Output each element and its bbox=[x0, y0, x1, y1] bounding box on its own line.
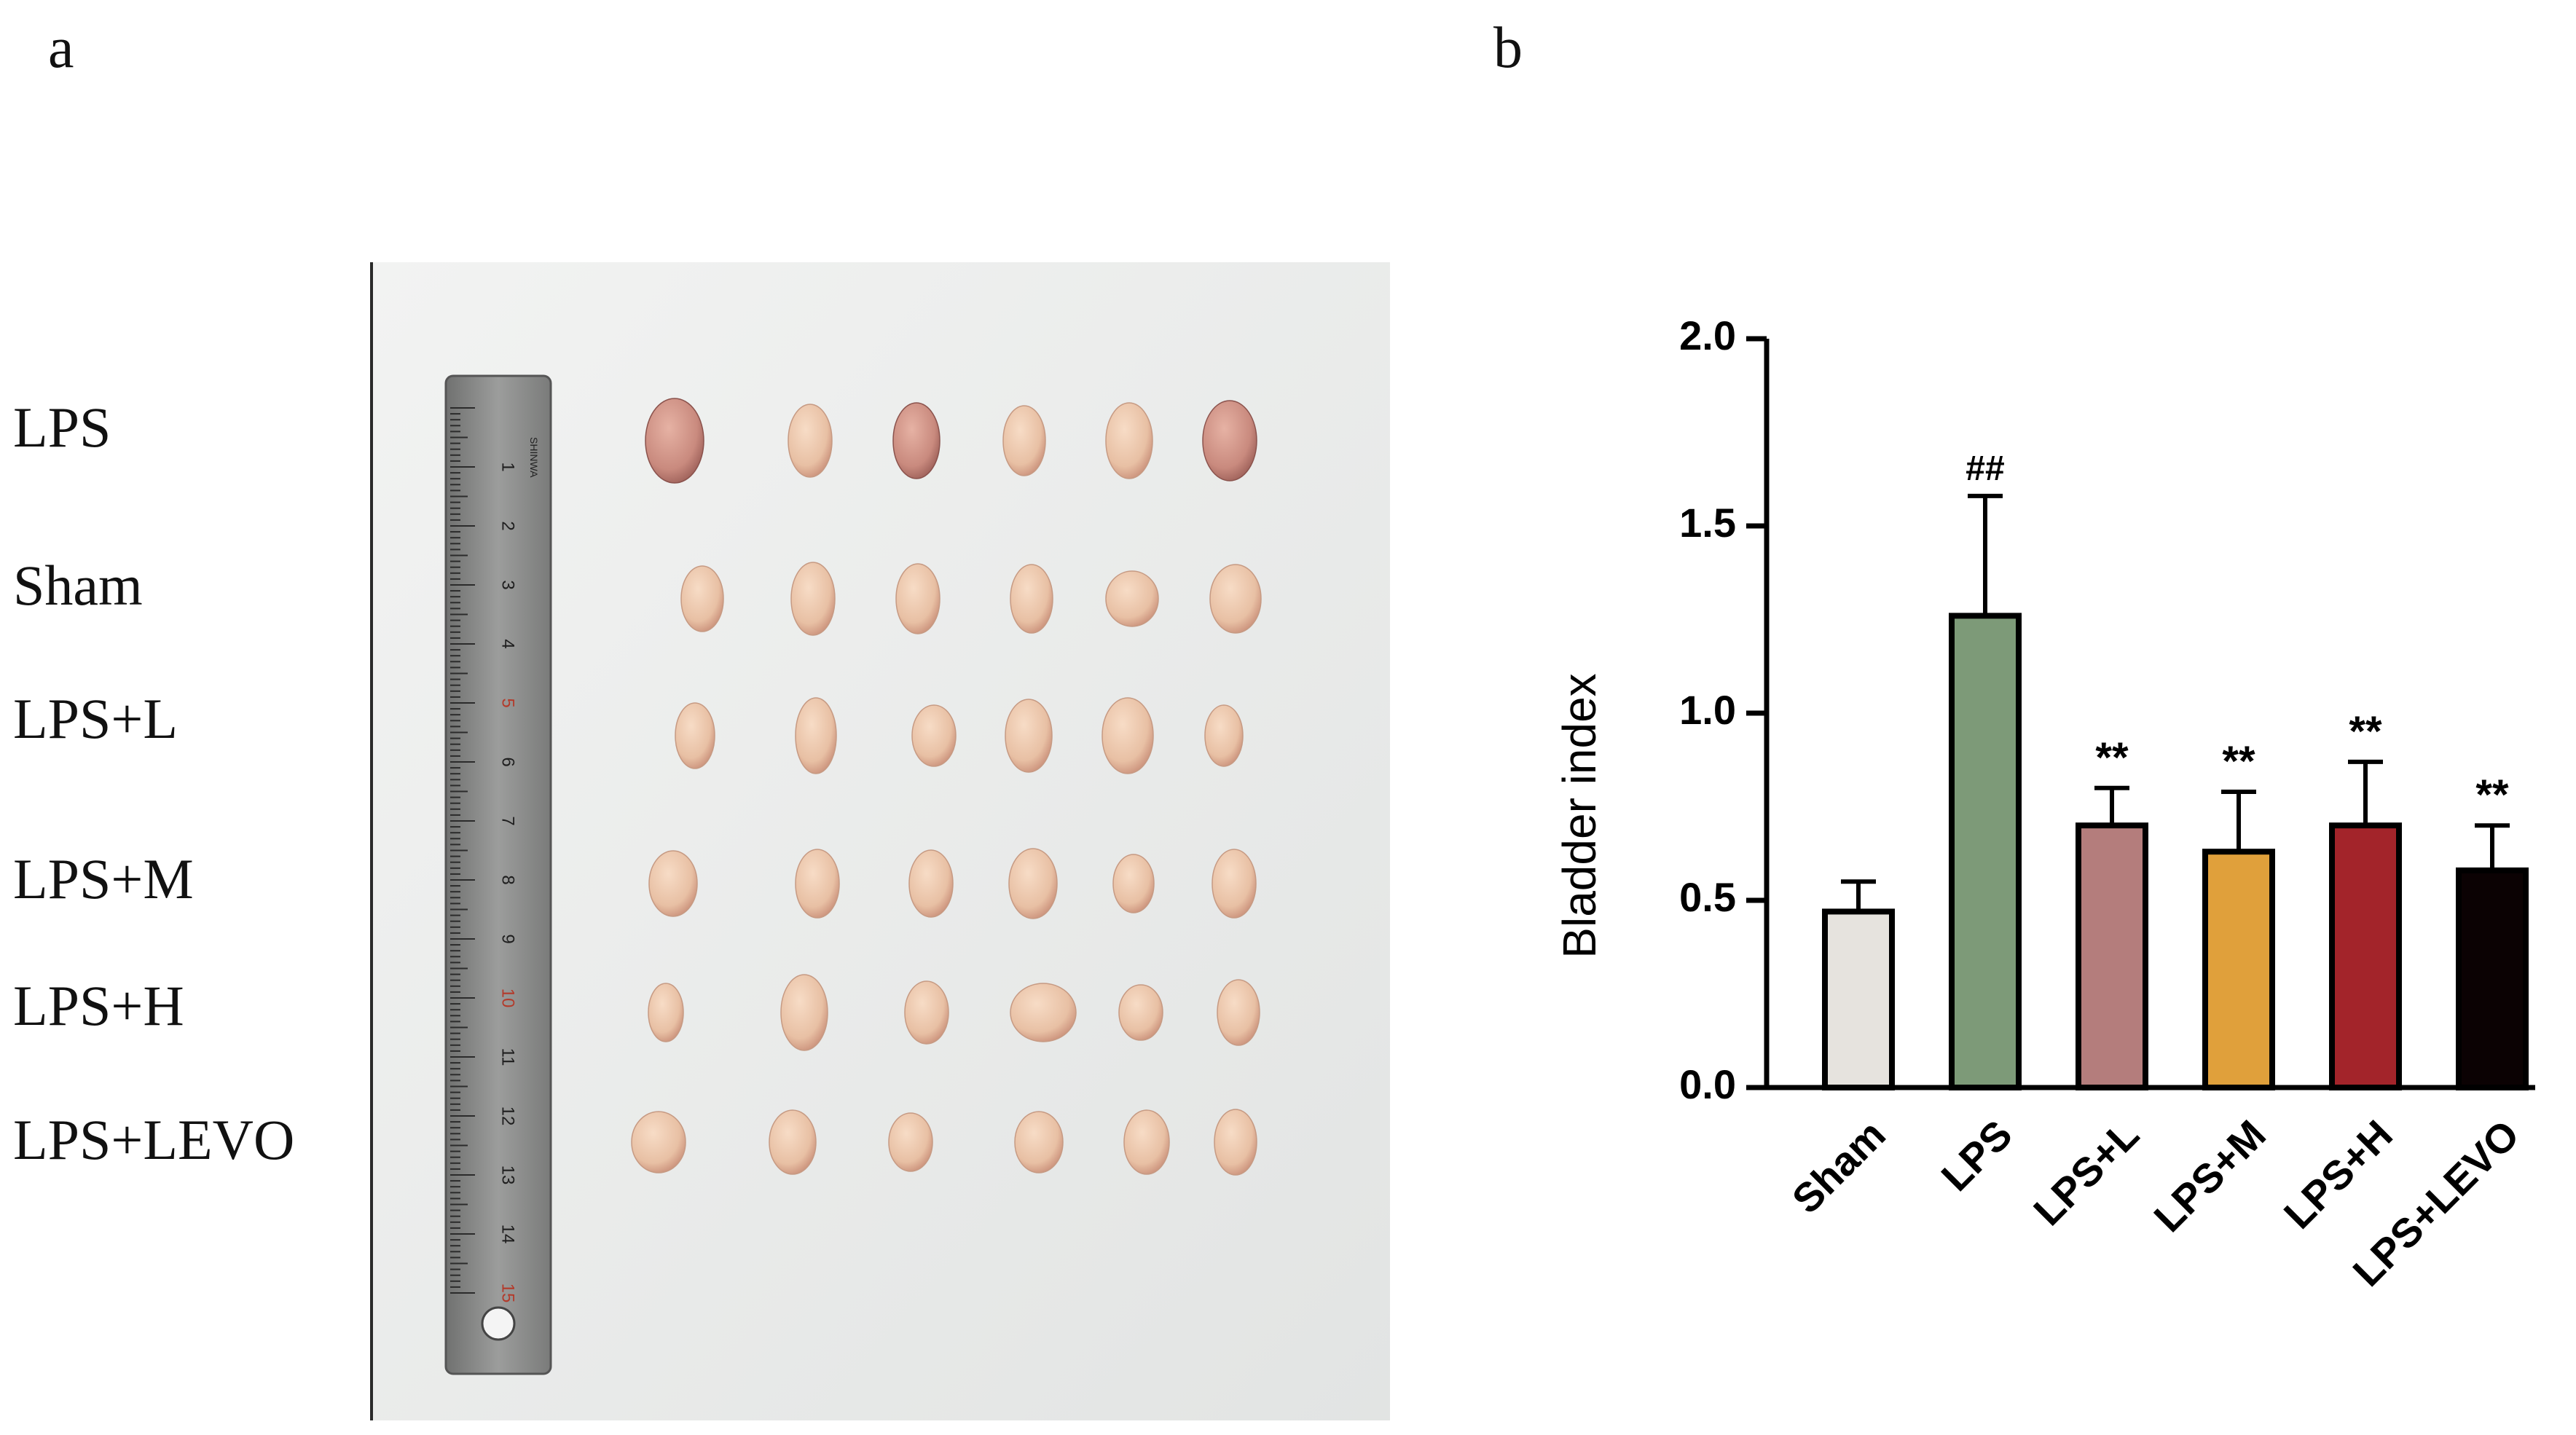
x-tick-label: LPS bbox=[1932, 1111, 2021, 1200]
ruler-number: 3 bbox=[498, 580, 518, 589]
bladder-specimen bbox=[1202, 400, 1257, 481]
bladder-specimen bbox=[1102, 697, 1154, 774]
ruler-number: 6 bbox=[498, 757, 518, 766]
ruler-number: 2 bbox=[498, 521, 518, 530]
bladder-specimen bbox=[1112, 854, 1155, 913]
bladder-specimen bbox=[648, 850, 698, 917]
bladder-specimen bbox=[1118, 984, 1163, 1041]
ruler-number: 7 bbox=[498, 816, 518, 825]
bladder-specimen bbox=[895, 563, 941, 634]
bladder-specimen bbox=[1105, 402, 1153, 479]
y-tick-label: 0.5 bbox=[1679, 874, 1736, 920]
bladder-specimen bbox=[1212, 849, 1257, 919]
bladder-specimen bbox=[892, 402, 941, 479]
panel-label-b: b bbox=[1493, 16, 1523, 80]
bladder-specimen bbox=[795, 697, 837, 774]
bladder-specimen bbox=[1008, 848, 1058, 919]
bladder-specimen bbox=[1204, 704, 1244, 767]
row-label-lps: LPS bbox=[13, 396, 111, 459]
y-tick-label: 2.0 bbox=[1679, 312, 1736, 358]
row-label-lps-levo: LPS+LEVO bbox=[13, 1108, 295, 1171]
ruler-number: 10 bbox=[498, 988, 518, 1008]
bladder-specimen bbox=[1010, 983, 1077, 1042]
bladder-specimen bbox=[888, 1112, 933, 1172]
ruler-number: 8 bbox=[498, 875, 518, 884]
significance-label: ## bbox=[1966, 449, 2004, 488]
significance-label: ** bbox=[2475, 771, 2509, 819]
bladder-specimen bbox=[1014, 1111, 1064, 1173]
bladder-specimen bbox=[1217, 979, 1260, 1046]
ruler-number: 5 bbox=[498, 698, 518, 707]
bar bbox=[1822, 908, 1895, 1090]
row-label-lps-m: LPS+M bbox=[13, 847, 194, 911]
bar bbox=[2202, 849, 2275, 1090]
x-tick-label: Sham bbox=[1783, 1111, 1894, 1222]
bar bbox=[2329, 822, 2402, 1090]
bladder-specimen bbox=[780, 974, 828, 1051]
ruler-number: 4 bbox=[498, 639, 518, 648]
ruler-number: 14 bbox=[498, 1224, 518, 1244]
y-tick-label: 1.0 bbox=[1679, 687, 1736, 733]
bar bbox=[2456, 867, 2529, 1090]
bar bbox=[2076, 822, 2148, 1090]
bladder-specimen bbox=[790, 562, 836, 636]
panel-label-a: a bbox=[48, 16, 74, 80]
bladder-specimen bbox=[648, 983, 684, 1042]
bladder-specimen bbox=[675, 702, 715, 769]
bladder-specimen bbox=[645, 398, 704, 484]
bar-chart: 0.0 0.5 1.0 1.5 2.0 Sham ## LPS ** LPS+L ** LPS+M *… bbox=[1553, 312, 2535, 1295]
bladder-specimen bbox=[769, 1109, 817, 1175]
row-label-lps-h: LPS+H bbox=[13, 974, 184, 1037]
ruler-number: 9 bbox=[498, 934, 518, 943]
bladder-specimen bbox=[1002, 405, 1046, 476]
ruler-number: 15 bbox=[498, 1283, 518, 1303]
x-tick-label: LPS+H bbox=[2275, 1111, 2401, 1237]
bladder-specimen bbox=[1010, 564, 1053, 634]
significance-label: ** bbox=[2222, 738, 2255, 785]
y-tick-label: 0.0 bbox=[1679, 1061, 1736, 1107]
bladder-specimen bbox=[631, 1111, 686, 1173]
bladder-specimen bbox=[911, 704, 957, 767]
bar bbox=[1949, 613, 2022, 1090]
row-label-sham: Sham bbox=[13, 554, 143, 617]
row-label-lps-l: LPS+L bbox=[13, 687, 178, 750]
specimens bbox=[631, 398, 1262, 1176]
bladder-specimen bbox=[1214, 1109, 1257, 1176]
ruler-brand: SHINWA bbox=[528, 437, 540, 478]
ruler-number: 13 bbox=[498, 1165, 518, 1185]
y-axis-label: Bladder index bbox=[1553, 673, 1606, 958]
x-tick-label: LPS+M bbox=[2145, 1111, 2274, 1241]
bladder-specimen bbox=[1209, 564, 1262, 634]
ruler-number: 11 bbox=[498, 1048, 518, 1066]
bladder-specimen bbox=[904, 980, 949, 1045]
significance-label: ** bbox=[2095, 734, 2129, 782]
bladder-specimen bbox=[908, 849, 954, 918]
x-tick-label: LPS+L bbox=[2025, 1111, 2148, 1234]
bladder-specimen bbox=[1105, 570, 1159, 627]
bladder-specimen bbox=[1123, 1109, 1170, 1175]
bladder-specimen bbox=[680, 565, 724, 632]
bladder-specimen bbox=[1005, 699, 1053, 773]
ruler-number: 12 bbox=[498, 1106, 518, 1126]
ruler-number: 1 bbox=[498, 462, 518, 471]
ruler-hole-icon bbox=[481, 1306, 516, 1341]
significance-label: ** bbox=[2349, 708, 2382, 755]
bladder-specimen bbox=[795, 849, 840, 919]
y-tick-label: 1.5 bbox=[1679, 500, 1736, 546]
bladder-specimen bbox=[788, 404, 833, 478]
bars: Sham##LPS**LPS+L**LPS+M**LPS+H**LPS+LEVO bbox=[1783, 449, 2529, 1295]
